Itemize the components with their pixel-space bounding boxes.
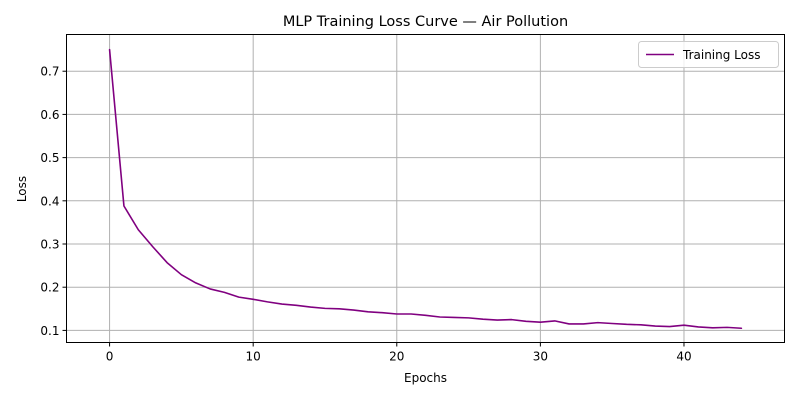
y-tick-label: 0.3 xyxy=(40,238,59,252)
series-line-training-loss xyxy=(108,48,743,330)
y-tick-label: 0.4 xyxy=(40,194,59,208)
y-tick-label: 0.1 xyxy=(40,324,59,338)
axis-ticks: 0 10 20 30 40 0.1 0.2 0.3 0.4 0.5 0.6 0.7 xyxy=(40,65,691,364)
x-tick-label: 40 xyxy=(676,350,691,364)
x-axis-label: Epochs xyxy=(404,371,447,385)
y-tick-label: 0.7 xyxy=(40,65,59,79)
grid xyxy=(66,34,785,343)
chart-title: MLP Training Loss Curve — Air Pollution xyxy=(283,14,568,30)
x-tick-label: 30 xyxy=(533,350,548,364)
series-layer xyxy=(108,48,743,330)
y-tick-label: 0.6 xyxy=(40,108,59,122)
legend-box xyxy=(638,41,779,68)
x-tick-label: 10 xyxy=(246,350,261,364)
x-tick-label: 20 xyxy=(389,350,404,364)
x-tick-label: 0 xyxy=(106,350,114,364)
y-axis-label: Loss xyxy=(15,176,29,202)
y-tick-label: 0.2 xyxy=(40,281,59,295)
legend-label-training-loss: Training Loss xyxy=(682,48,760,62)
y-tick-label: 0.5 xyxy=(40,151,59,165)
plot-frame xyxy=(66,34,785,343)
legend: Training Loss xyxy=(638,41,779,68)
